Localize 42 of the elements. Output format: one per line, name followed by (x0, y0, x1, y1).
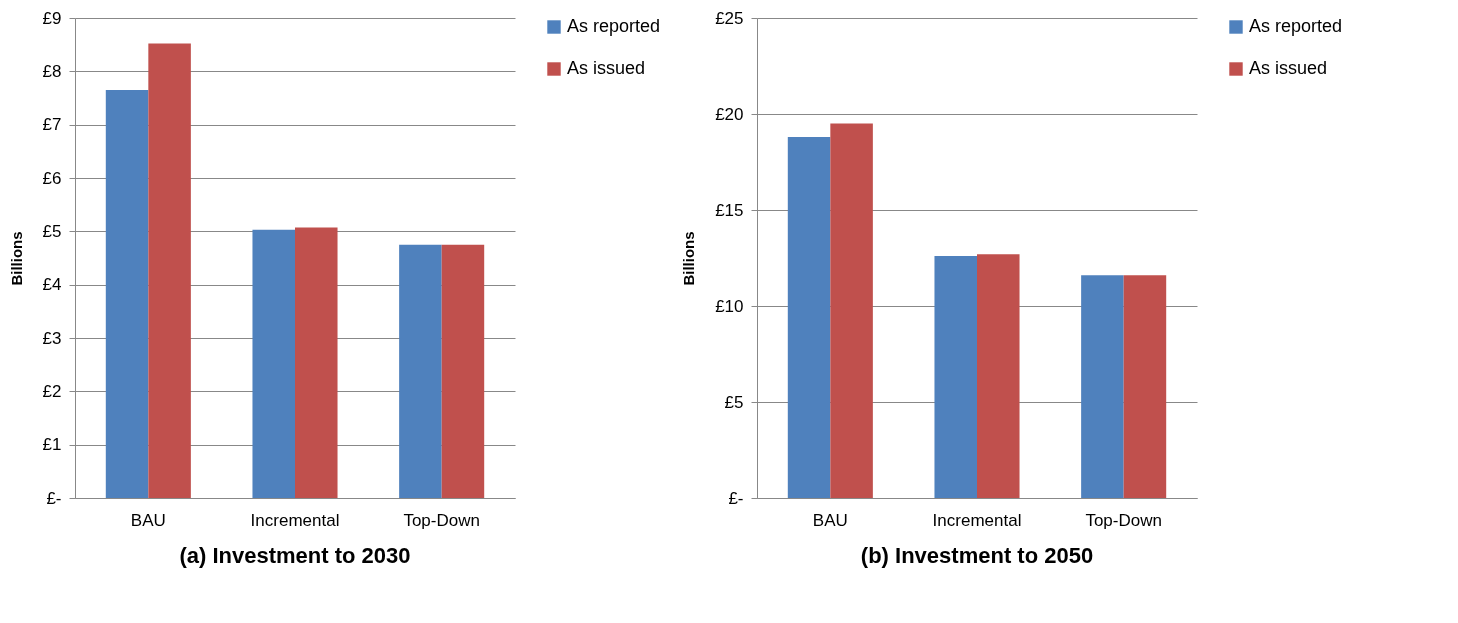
bar (252, 229, 295, 498)
legend-label: As reported (1249, 16, 1343, 36)
y-tick-label: £9 (42, 8, 62, 28)
y-tick-label: £7 (42, 115, 62, 135)
y-tick-label: £- (728, 488, 744, 508)
y-tick-label: £5 (42, 221, 62, 241)
y-tick-label: £20 (715, 104, 744, 124)
bar (105, 90, 149, 498)
bar (295, 227, 338, 498)
y-tick-label: £8 (42, 61, 62, 81)
bar (399, 244, 442, 498)
x-tick-label: Top-Down (1085, 510, 1162, 530)
x-tick-label: Incremental (932, 510, 1022, 530)
y-tick-label: £2 (42, 381, 62, 401)
y-tick-label: £15 (715, 200, 744, 220)
y-axis-title: Billions (7, 231, 25, 286)
y-tick-label: £25 (715, 8, 744, 28)
y-tick-label: £10 (715, 296, 744, 316)
x-tick-label: BAU (130, 510, 166, 530)
bar (787, 137, 831, 498)
bar (977, 254, 1020, 498)
y-tick-label: £4 (42, 275, 62, 295)
y-tick-label: £- (46, 488, 62, 508)
y-tick-label: £3 (42, 328, 62, 348)
bar (830, 123, 873, 498)
bar (934, 256, 977, 498)
x-tick-label: Top-Down (403, 510, 480, 530)
bar (1123, 275, 1167, 498)
text: (b) Investment to 2050 (860, 543, 1094, 568)
y-tick-label: £1 (42, 435, 62, 455)
bar (1081, 275, 1124, 498)
x-tick-label: BAU (812, 510, 848, 530)
bar (148, 43, 191, 498)
legend-label: As reported (567, 16, 661, 36)
bar (441, 244, 485, 498)
text: (a) Investment to 2030 (179, 543, 411, 568)
y-tick-label: £5 (724, 392, 744, 412)
y-tick-label: £6 (42, 168, 62, 188)
x-tick-label: Incremental (250, 510, 340, 530)
y-axis-title: Billions (680, 231, 698, 286)
legend-label: As issued (567, 58, 646, 78)
legend-label: As issued (1249, 58, 1328, 78)
